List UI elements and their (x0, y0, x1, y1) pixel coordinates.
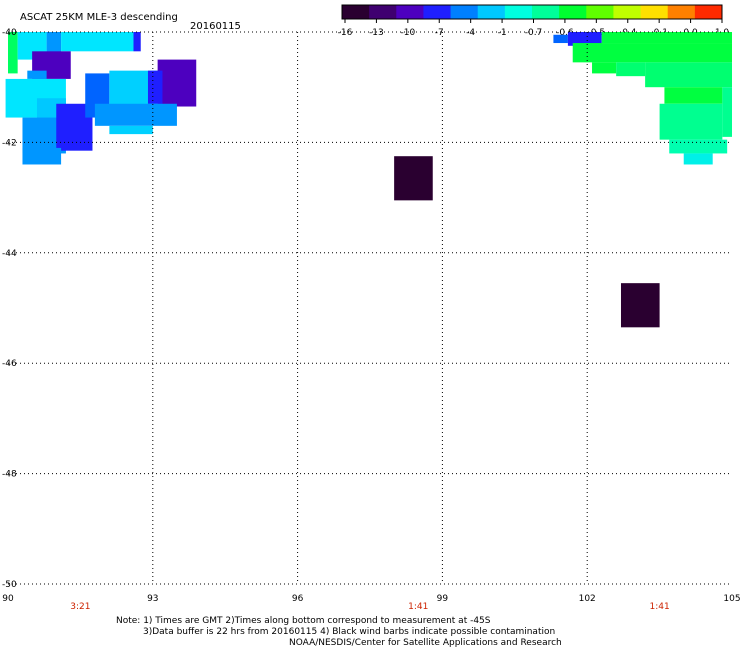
chart-title: ASCAT 25KM MLE-3 descending (20, 12, 178, 23)
y-tick-label: -50 (2, 580, 17, 590)
data-cell (572, 43, 732, 63)
data-cell (46, 32, 62, 55)
colorbar-segment (613, 5, 641, 19)
x-tick-label: 102 (579, 594, 596, 604)
colorbar-segment (559, 5, 587, 19)
x-tick-label: 99 (437, 594, 449, 604)
y-tick-label: -46 (2, 359, 17, 369)
data-cell (669, 139, 728, 154)
grid-lines (8, 31, 732, 585)
data-cell (394, 156, 433, 201)
data-cell (109, 125, 153, 135)
data-cell (664, 87, 723, 104)
data-cell (620, 283, 660, 328)
y-tick-label: -44 (2, 249, 17, 259)
data-cell (22, 147, 62, 165)
chart-date: 20160115 (190, 21, 241, 32)
colorbar-tick-label: -0.7 (525, 28, 543, 38)
axis-labels: 90 93 96 99 102 105 -40 -42 -44 -46 -48 -50 3:21 1:41… (2, 28, 740, 612)
data-cell (616, 62, 646, 77)
data-cell (601, 32, 732, 44)
y-tick-label: -40 (2, 28, 17, 38)
time-label: 3:21 (70, 602, 90, 612)
x-tick-label: 93 (147, 594, 158, 604)
data-cell (567, 32, 602, 46)
y-tick-label: -42 (2, 138, 17, 148)
colorbar-segment (667, 5, 696, 19)
data-cell (553, 34, 568, 44)
data-cells (5, 32, 732, 328)
time-label: 1:41 (649, 602, 669, 612)
x-tick-label: 90 (2, 594, 14, 604)
colorbar-segment (640, 5, 669, 19)
data-cell (94, 103, 177, 126)
colorbar-segment (532, 5, 560, 19)
colorbar-segment (694, 5, 723, 19)
data-cell (133, 32, 141, 52)
colorbar-tick-label: -4 (466, 28, 475, 38)
colorbar-segment (423, 5, 451, 19)
data-cell (147, 70, 163, 104)
x-tick-label: 96 (292, 594, 304, 604)
colorbar-tick-label: -16 (338, 28, 353, 38)
x-tick-label: 105 (723, 594, 740, 604)
note-line-1: Note: 1) Times are GMT 2)Times along bot… (116, 616, 491, 626)
colorbar-segment (504, 5, 533, 19)
note-line-2: 3)Data buffer is 22 hrs from 20160115 4)… (143, 627, 556, 637)
colorbar-segment (342, 5, 370, 19)
colorbar-tick-label: -1 (498, 28, 507, 38)
time-label: 1:41 (408, 602, 428, 612)
data-cell (645, 62, 732, 88)
y-tick-label: -48 (2, 470, 17, 480)
colorbar-segment (396, 5, 424, 19)
data-cell (61, 32, 134, 52)
data-cell (27, 70, 47, 79)
data-cell (683, 153, 713, 165)
data-cell (722, 87, 732, 137)
colorbar-frame (341, 4, 723, 20)
data-cell (8, 32, 18, 74)
colorbar-tick-label: -13 (369, 28, 384, 38)
data-cell (659, 103, 723, 140)
colorbar-segment (586, 5, 614, 19)
colorbar-segment (477, 5, 506, 19)
colorbar-tick-label: -10 (400, 28, 415, 38)
data-cell (592, 62, 617, 74)
colorbar-tick-label: -7 (435, 28, 444, 38)
colorbar-tick-label: -0.6 (556, 28, 574, 38)
colorbar-segment (369, 5, 397, 19)
colorbar-segment (450, 5, 479, 19)
data-cell (157, 59, 197, 107)
note-line-3: NOAA/NESDIS/Center for Satellite Applica… (289, 638, 562, 648)
